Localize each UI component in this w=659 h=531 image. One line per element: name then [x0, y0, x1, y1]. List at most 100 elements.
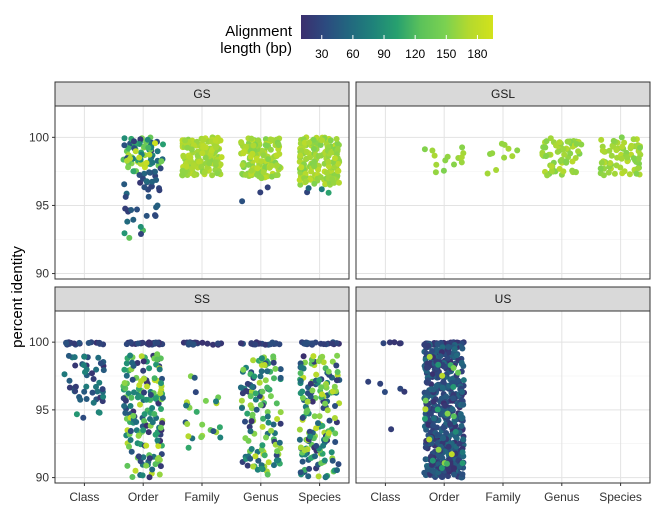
data-point [459, 389, 465, 395]
data-point [156, 366, 163, 373]
data-point [452, 428, 459, 435]
data-point [242, 171, 249, 178]
data-point [439, 455, 446, 462]
data-point [567, 150, 574, 157]
data-point [440, 167, 447, 174]
data-point [97, 360, 104, 367]
y-tick-label: 95 [36, 198, 50, 212]
x-tick-label: Order [128, 490, 159, 504]
data-point [260, 169, 267, 176]
data-point [157, 424, 164, 431]
data-point [123, 372, 130, 379]
data-point [425, 421, 432, 428]
data-point [299, 414, 306, 421]
data-point [137, 401, 143, 408]
data-point [210, 341, 216, 348]
facet-strip-label: GSL [491, 87, 515, 101]
data-point [250, 142, 257, 149]
data-point [328, 449, 335, 456]
data-point [179, 167, 186, 174]
data-point [381, 389, 388, 395]
data-point [313, 425, 320, 432]
data-point [253, 155, 260, 162]
colorbar-tick-label: 150 [436, 47, 456, 61]
data-point [146, 455, 153, 462]
data-point [258, 355, 265, 362]
data-point [319, 391, 325, 398]
data-point [437, 353, 444, 360]
data-point [131, 389, 137, 396]
data-point [424, 379, 431, 386]
data-point [380, 340, 387, 347]
data-point [542, 144, 549, 151]
data-point [321, 457, 328, 464]
data-point [606, 147, 613, 154]
x-tick-label: Species [599, 490, 642, 504]
data-point [430, 422, 437, 429]
data-point [635, 155, 642, 162]
facet-panel-gs: GS 90 95 100 [29, 81, 350, 281]
data-point [298, 147, 305, 154]
data-point [252, 341, 259, 348]
data-point [544, 172, 551, 179]
data-point [313, 442, 320, 449]
data-point [332, 439, 339, 445]
data-point [93, 366, 100, 373]
data-point [325, 368, 332, 375]
colorbar-ticks: 30 60 90 120 150 180 [315, 35, 488, 61]
data-point [157, 390, 164, 397]
data-point [268, 162, 275, 169]
data-point [80, 414, 87, 421]
data-point [271, 462, 277, 469]
data-point [273, 152, 280, 159]
data-point [273, 400, 280, 407]
panel-border [355, 105, 651, 280]
data-point [297, 181, 304, 188]
data-point [123, 360, 130, 367]
data-point [138, 378, 145, 385]
facet-panel-ss: SS 90 95 100 [29, 286, 350, 485]
data-point [157, 463, 164, 470]
data-point [444, 460, 450, 467]
data-point [121, 135, 128, 142]
data-point [96, 379, 103, 386]
data-point [611, 170, 618, 177]
data-point [126, 234, 133, 241]
data-point [129, 376, 136, 383]
data-point [547, 135, 554, 142]
data-point [154, 356, 161, 363]
data-point [315, 166, 322, 173]
data-point [426, 353, 433, 360]
colorbar-tick-label: 90 [377, 47, 391, 61]
facet-strip [355, 81, 651, 107]
data-point [453, 352, 460, 359]
data-point [71, 340, 78, 347]
data-point [140, 427, 147, 434]
data-point [242, 143, 249, 150]
data-point [199, 421, 206, 428]
data-point [90, 376, 97, 382]
data-point [146, 474, 153, 481]
data-point [458, 359, 465, 366]
data-point [421, 469, 428, 476]
data-point [427, 410, 434, 417]
data-point [449, 406, 456, 413]
data-point [257, 402, 264, 408]
data-point [429, 348, 436, 354]
data-point [65, 352, 72, 359]
data-point [260, 152, 267, 159]
data-points [120, 134, 343, 241]
data-point [299, 458, 306, 465]
data-point [277, 366, 284, 373]
data-point [265, 459, 272, 466]
data-point [264, 384, 271, 391]
y-axis-title: percent identity [9, 246, 26, 348]
data-point [143, 396, 150, 403]
data-point [95, 339, 102, 346]
y-tick-label: 95 [36, 403, 50, 417]
data-point [258, 465, 265, 472]
data-point [267, 341, 274, 348]
data-point [213, 398, 219, 405]
data-point [445, 443, 452, 450]
data-point [218, 154, 225, 161]
